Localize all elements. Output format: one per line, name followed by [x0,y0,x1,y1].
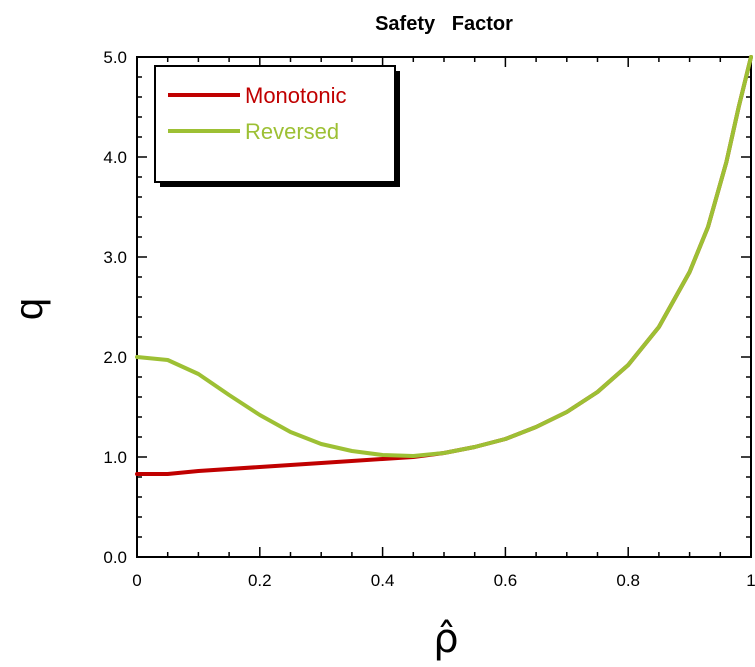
x-tick-label: 0.4 [371,571,395,590]
y-tick-label: 0.0 [103,548,127,567]
y-tick-label: 5.0 [103,48,127,67]
x-tick-label: 0.2 [248,571,272,590]
legend-label-reversed: Reversed [245,119,339,144]
legend-label-monotonic: Monotonic [245,83,347,108]
series-lines [135,55,753,476]
axis-tick-labels: 0 0.2 0.4 0.6 0.8 1 0.0 1.0 2.0 3.0 4.0 5.0 [103,48,755,590]
y-tick-label: 1.0 [103,448,127,467]
legend-box [154,65,396,183]
x-tick-label: 0 [132,571,141,590]
x-tick-label: 0.6 [494,571,518,590]
y-tick-label: 4.0 [103,148,127,167]
y-tick-label: 2.0 [103,348,127,367]
legend: Monotonic Reversed [154,65,400,187]
y-tick-label: 3.0 [103,248,127,267]
y-axis-label: q [7,298,51,320]
x-tick-label: 0.8 [616,571,640,590]
x-tick-label: 1 [746,571,755,590]
chart-title: Safety Factor [375,13,513,35]
series-line-reversed [135,55,753,458]
x-axis-label: ρ̂ [433,616,458,662]
